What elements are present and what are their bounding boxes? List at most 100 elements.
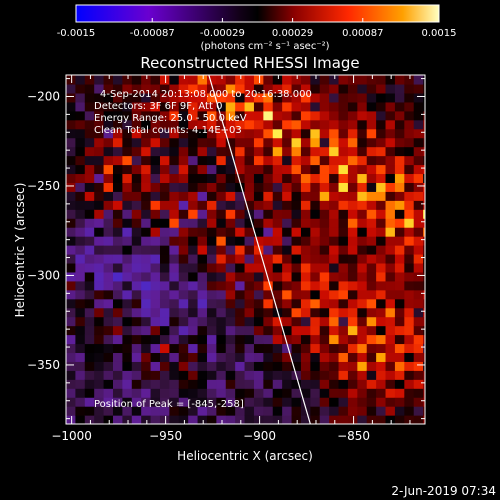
heatmap-cell: [94, 262, 105, 273]
heatmap-cell: [197, 307, 208, 318]
heatmap-cell: [159, 343, 170, 354]
heatmap-cell: [347, 343, 358, 354]
heatmap-cell: [75, 173, 86, 183]
heatmap-cell: [235, 307, 246, 318]
y-tick-label: −300: [27, 268, 60, 282]
heatmap-cell: [169, 370, 180, 380]
heatmap-cell: [112, 361, 123, 371]
heatmap-cell: [366, 352, 377, 362]
heatmap-cell: [347, 182, 358, 192]
heatmap-cell: [75, 245, 86, 255]
heatmap-cell: [131, 307, 142, 318]
heatmap-cell: [263, 280, 274, 291]
heatmap-cell: [394, 119, 405, 130]
heatmap-cell: [404, 370, 415, 380]
heatmap-cell: [394, 245, 405, 255]
heatmap-cell: [169, 137, 180, 148]
heatmap-cell: [319, 75, 330, 85]
heatmap-cell: [150, 83, 161, 94]
heatmap-cell: [300, 146, 311, 157]
heatmap-cell: [272, 361, 283, 371]
heatmap-cell: [103, 146, 114, 157]
heatmap-cell: [300, 236, 311, 246]
heatmap-cell: [376, 128, 387, 139]
heatmap-cell: [122, 415, 133, 424]
heatmap-cell: [394, 271, 405, 282]
heatmap-cell: [385, 173, 396, 183]
heatmap-cell: [291, 245, 302, 255]
heatmap-cell: [253, 397, 264, 407]
heatmap-cell: [376, 415, 387, 424]
heatmap-cell: [291, 280, 302, 291]
heatmap-cell: [423, 155, 425, 166]
heatmap-cell: [178, 253, 189, 264]
heatmap-cell: [235, 110, 246, 121]
heatmap-cell: [282, 316, 293, 327]
heatmap-cell: [300, 75, 311, 85]
heatmap-cell: [244, 415, 255, 424]
heatmap-cell: [244, 173, 255, 183]
heatmap-cell: [404, 227, 415, 237]
heatmap-cell: [159, 182, 170, 192]
colorbar-ticks: -0.0015 -0.00087 -0.00029 0.00029 0.00087 0.0…: [57, 18, 457, 39]
heatmap-cell: [141, 388, 152, 398]
heatmap-cell: [66, 173, 76, 183]
heatmap-cell: [197, 182, 208, 192]
heatmap-cell: [206, 253, 217, 264]
heatmap-cell: [66, 289, 76, 300]
heatmap-cell: [282, 200, 293, 210]
heatmap-cell: [216, 101, 227, 112]
heatmap-cell: [329, 137, 340, 148]
heatmap-cell: [235, 101, 246, 112]
heatmap-cell: [338, 406, 349, 416]
heatmap-cell: [169, 397, 180, 407]
heatmap-cell: [338, 370, 349, 380]
heatmap-cell: [347, 289, 358, 300]
heatmap-cell: [94, 191, 105, 201]
heatmap-cell: [404, 343, 415, 354]
heatmap-cell: [423, 334, 425, 345]
heatmap-cell: [131, 110, 142, 121]
heatmap-cell: [159, 325, 170, 336]
heatmap-cell: [423, 262, 425, 273]
heatmap-cell: [310, 352, 321, 362]
heatmap-cell: [178, 245, 189, 255]
heatmap-cell: [178, 361, 189, 371]
heatmap-cell: [291, 173, 302, 183]
heatmap-cell: [178, 236, 189, 246]
heatmap-cell: [423, 137, 425, 148]
heatmap-cell: [357, 253, 368, 264]
heatmap-cell: [272, 280, 283, 291]
heatmap-cell: [216, 227, 227, 237]
heatmap-cell: [141, 182, 152, 192]
heatmap-cell: [206, 236, 217, 246]
heatmap-cell: [150, 92, 161, 103]
heatmap-cell: [357, 110, 368, 121]
heatmap-cell: [244, 379, 255, 389]
heatmap-cell: [253, 343, 264, 354]
heatmap-cell: [66, 200, 76, 210]
heatmap-cell: [300, 388, 311, 398]
heatmap-cell: [291, 316, 302, 327]
heatmap-cell: [159, 218, 170, 228]
heatmap-cell: [263, 227, 274, 237]
heatmap-cell: [376, 200, 387, 210]
heatmap-cell: [282, 182, 293, 192]
heatmap-cell: [300, 245, 311, 255]
heatmap-cell: [423, 227, 425, 237]
heatmap-cell: [394, 218, 405, 228]
heatmap-cell: [197, 325, 208, 336]
heatmap-cell: [103, 75, 114, 85]
heatmap-cell: [178, 334, 189, 345]
heatmap-cell: [319, 101, 330, 112]
heatmap-cell: [141, 83, 152, 94]
heatmap-cell: [413, 182, 424, 192]
heatmap-cell: [122, 245, 133, 255]
heatmap-cell: [159, 406, 170, 416]
heatmap-cell: [225, 128, 236, 139]
heatmap-cell: [366, 388, 377, 398]
heatmap-cell: [141, 397, 152, 407]
heatmap-cell: [122, 101, 133, 112]
heatmap-cell: [150, 75, 161, 85]
heatmap-cell: [216, 236, 227, 246]
